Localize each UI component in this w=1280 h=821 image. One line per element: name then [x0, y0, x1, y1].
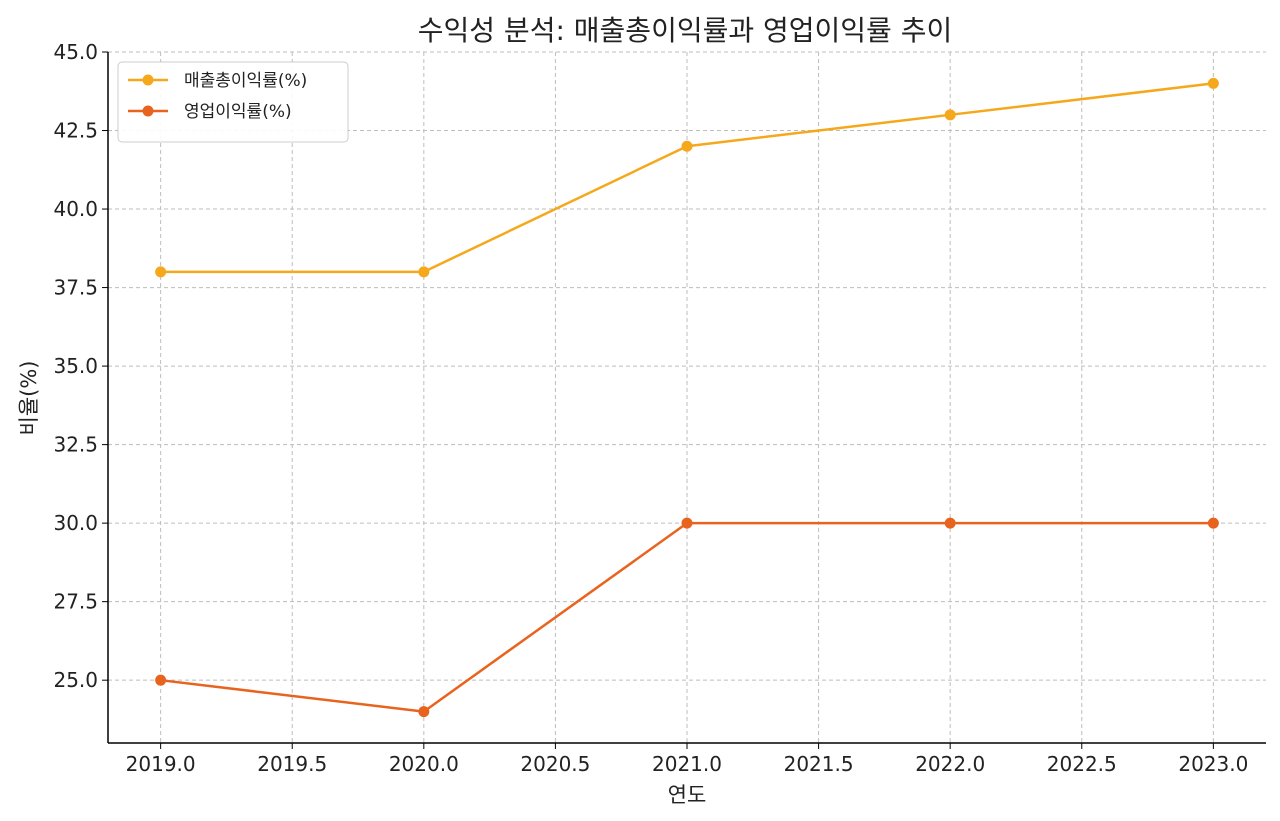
x-tick-label: 2022.0 — [915, 752, 985, 776]
series-layer — [155, 77, 1219, 718]
data-point — [155, 266, 167, 278]
legend-label: 매출총이익률(%) — [184, 71, 307, 91]
y-axis-ticks: 25.0 27.5 30.0 32.5 35.0 37.5 40.0 42.5 45.0 — [53, 40, 108, 692]
legend: 매출총이익률(%) 영업이익률(%) — [117, 61, 349, 143]
grid — [108, 51, 1266, 743]
x-axis-ticks: 2019.0 2019.5 2020.0 2020.5 2021.0 2021.5 2022… — [126, 743, 1248, 776]
legend-marker — [142, 74, 154, 86]
x-tick-label: 2023.0 — [1178, 752, 1248, 776]
y-tick-label: 32.5 — [53, 433, 98, 457]
x-tick-label: 2022.5 — [1047, 752, 1117, 776]
y-tick-label: 30.0 — [53, 511, 98, 535]
data-point — [418, 266, 430, 278]
y-tick-label: 35.0 — [53, 354, 98, 378]
data-point — [155, 674, 167, 686]
x-tick-label: 2019.5 — [257, 752, 327, 776]
legend-marker — [142, 105, 154, 117]
x-tick-label: 2020.0 — [389, 752, 459, 776]
y-tick-label: 40.0 — [53, 197, 98, 221]
data-point — [681, 517, 693, 529]
x-axis-label: 연도 — [668, 783, 707, 807]
y-axis-label: 비율(%) — [17, 361, 41, 436]
x-tick-label: 2021.0 — [652, 752, 722, 776]
x-tick-label: 2020.5 — [520, 752, 590, 776]
y-tick-label: 25.0 — [53, 668, 98, 692]
x-tick-label: 2021.5 — [784, 752, 854, 776]
legend-box — [117, 61, 349, 143]
x-tick-label: 2019.0 — [126, 752, 196, 776]
data-point — [944, 517, 956, 529]
data-point — [1207, 517, 1219, 529]
y-tick-label: 27.5 — [53, 590, 98, 614]
chart-title: 수익성 분석: 매출총이익률과 영업이익률 추이 — [418, 14, 952, 47]
data-point — [944, 109, 956, 121]
data-point — [681, 140, 693, 152]
data-point — [1207, 77, 1219, 89]
legend-label: 영업이익률(%) — [184, 102, 292, 122]
data-point — [418, 706, 430, 718]
y-tick-label: 37.5 — [53, 276, 98, 300]
y-tick-label: 42.5 — [53, 119, 98, 143]
y-tick-label: 45.0 — [53, 40, 98, 64]
